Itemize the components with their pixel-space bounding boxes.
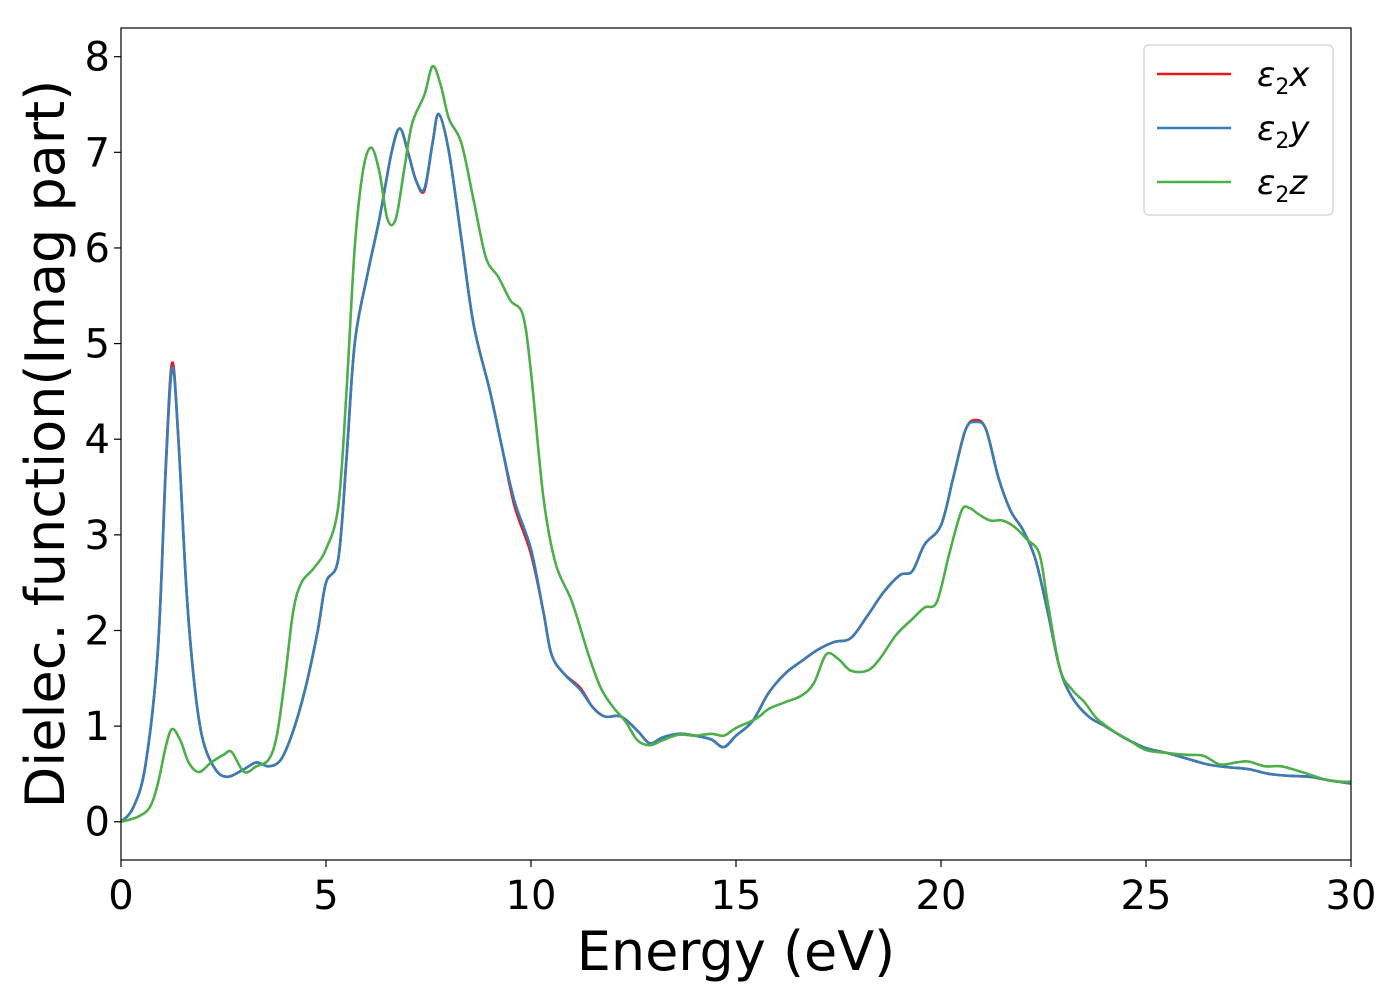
y-tick-label: 3 bbox=[85, 513, 110, 559]
y-tick-label: 1 bbox=[85, 704, 110, 750]
x-tick-label: 10 bbox=[506, 873, 557, 919]
series-line-z bbox=[121, 64, 1351, 824]
legend-label-z: ε2z bbox=[1257, 163, 1308, 208]
x-axis-title: Energy (eV) bbox=[577, 920, 896, 983]
x-tick-label: 5 bbox=[313, 873, 338, 919]
y-tick-label: 7 bbox=[85, 130, 110, 176]
axes-layer: 0 5 10 15 20 25 30 0 1 2 3 4 5 6 7 8 bbox=[85, 27, 1377, 919]
x-tick-label: 0 bbox=[108, 873, 133, 919]
x-tick-label: 30 bbox=[1326, 873, 1377, 919]
legend-label-y: ε2y bbox=[1257, 109, 1310, 154]
x-tick-label: 15 bbox=[711, 873, 762, 919]
x-tick-label: 25 bbox=[1121, 873, 1172, 919]
legend-box bbox=[1143, 44, 1334, 216]
series-layer bbox=[121, 64, 1351, 824]
y-tick-label: 5 bbox=[85, 322, 110, 368]
y-tick-label: 8 bbox=[85, 35, 110, 81]
x-tick-label: 20 bbox=[916, 873, 967, 919]
y-tick-label: 6 bbox=[85, 226, 110, 272]
y-axis-title: Dielec. function(Imag part) bbox=[14, 80, 77, 809]
series-line-x bbox=[121, 112, 1351, 823]
legend-label-x: ε2x bbox=[1257, 55, 1310, 100]
y-tick-label: 4 bbox=[85, 417, 110, 463]
y-tick-label: 2 bbox=[85, 608, 110, 654]
series-line-y bbox=[121, 112, 1351, 823]
y-tick-label: 0 bbox=[85, 800, 110, 846]
legend: ε2x ε2y ε2z bbox=[1143, 44, 1334, 216]
